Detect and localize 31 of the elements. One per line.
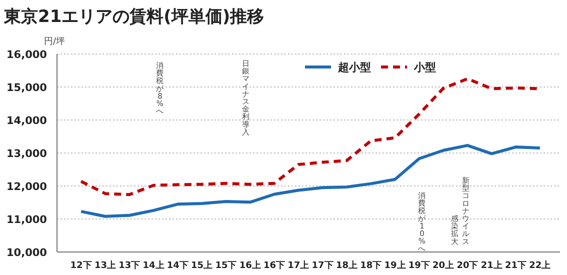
y-tick-label: 10,000 [6,247,47,259]
x-tick-label: 15下 [215,261,237,271]
x-tick-label: 21上 [480,260,502,271]
legend-label: 小型 [413,61,436,74]
x-tick-label: 13上 [94,260,116,271]
x-tick-label: 21下 [505,261,527,271]
x-tick-label: 19上 [384,260,406,271]
chart-title: 東京21エリアの賃料(坪単価)推移 [3,7,264,27]
x-tick-label: 13下 [118,261,140,271]
legend-label: 超小型 [337,61,371,74]
y-tick-label: 15,000 [6,82,47,94]
y-tick-label: 13,000 [6,148,47,160]
x-tick-label: 20下 [456,261,478,271]
y-axis-title: 円/坪 [44,36,66,47]
x-tick-label: 12下 [70,261,92,271]
x-tick-label: 19下 [408,261,430,271]
x-tick-label: 18下 [360,261,382,271]
x-tick-label: 16上 [239,260,261,271]
x-tick-label: 16下 [264,261,286,271]
y-tick-label: 11,000 [6,214,47,226]
x-tick-label: 14下 [166,261,188,271]
x-tick-label: 20上 [432,260,454,271]
x-tick-label: 17上 [288,260,310,271]
y-tick-label: 12,000 [6,181,47,193]
x-tick-label: 17下 [312,261,334,271]
x-tick-label: 22上 [529,260,551,271]
y-tick-label: 14,000 [6,115,47,127]
y-tick-label: 16,000 [6,49,47,61]
x-tick-label: 15上 [191,260,213,271]
x-tick-label: 14上 [142,260,164,271]
x-tick-label: 18上 [336,260,358,271]
